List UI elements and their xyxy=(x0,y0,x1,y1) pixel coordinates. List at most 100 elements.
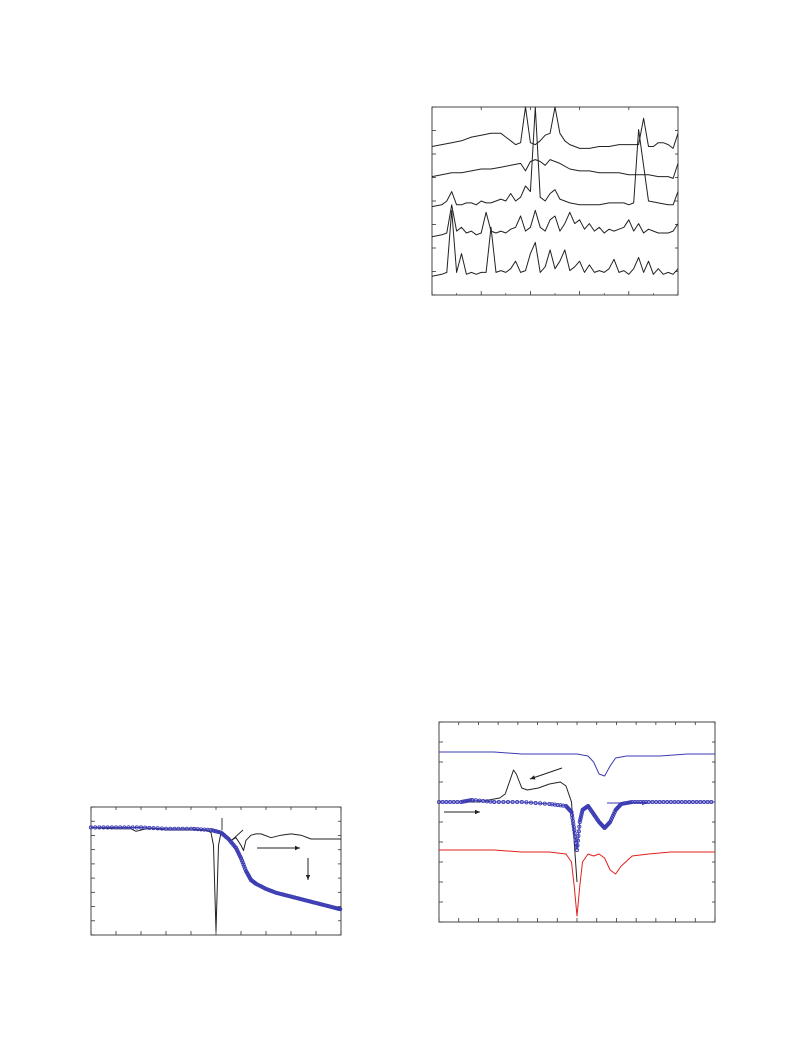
series-point-2 xyxy=(510,799,515,805)
marker-line-diagonal xyxy=(231,829,244,841)
series-point-2 xyxy=(578,817,583,823)
series-point-2 xyxy=(524,800,529,805)
series-point-2 xyxy=(568,808,573,814)
arrow-right-black-head xyxy=(475,809,480,815)
series-point-2 xyxy=(690,799,695,805)
series-point-2 xyxy=(657,799,662,805)
series-point-2 xyxy=(470,797,475,803)
series-point-2 xyxy=(705,799,710,805)
series-point-1 xyxy=(242,864,247,869)
series-point-2 xyxy=(628,800,633,805)
series-point-2 xyxy=(492,799,497,805)
arrow-right-head xyxy=(295,845,300,851)
series-point-1 xyxy=(101,825,106,830)
series-point-2 xyxy=(577,819,582,825)
series-point-2 xyxy=(619,801,624,807)
series-point-2 xyxy=(694,799,699,805)
series-point-2 xyxy=(505,799,511,805)
series-point-1 xyxy=(143,825,148,830)
series-point-2 xyxy=(436,799,442,805)
series-point-1 xyxy=(180,826,185,831)
series-point-2 xyxy=(515,799,520,805)
arrow-right-black xyxy=(444,809,480,815)
series-line-1 xyxy=(431,159,679,179)
series-point-2 xyxy=(679,799,684,805)
series-point-1 xyxy=(172,826,177,831)
series-point-2 xyxy=(577,824,582,829)
series-point-2 xyxy=(620,801,626,806)
series-point-1 xyxy=(151,826,156,831)
series-point-1 xyxy=(130,825,135,830)
series-point-1 xyxy=(109,825,114,830)
arrow-left-head xyxy=(530,775,536,780)
series-line-4 xyxy=(431,209,679,277)
series-point-2 xyxy=(447,799,453,805)
xrd-patterns-chart xyxy=(425,100,687,305)
series-line-3 xyxy=(439,849,715,917)
series-point-1 xyxy=(118,825,123,830)
series-point-1 xyxy=(147,825,152,830)
series-point-2 xyxy=(477,798,482,803)
series-point-1 xyxy=(338,907,343,912)
series-point-2 xyxy=(501,799,506,805)
series-point-1 xyxy=(176,826,181,831)
arrow-left xyxy=(529,767,563,780)
series-point-2 xyxy=(575,838,580,843)
series-point-2 xyxy=(608,819,613,825)
series-point-1 xyxy=(159,826,164,831)
arrow-down xyxy=(305,858,311,880)
series-point-2 xyxy=(462,799,467,804)
xrd-plot xyxy=(431,106,679,296)
series-point-1 xyxy=(184,826,189,831)
series-point-2 xyxy=(611,811,616,817)
series-point-2 xyxy=(676,799,681,805)
series-point-2 xyxy=(654,799,659,805)
series-point-2 xyxy=(468,798,473,803)
series-point-1 xyxy=(239,858,244,863)
tga-plot xyxy=(88,806,343,936)
series-point-2 xyxy=(668,799,673,805)
series-point-2 xyxy=(575,843,580,848)
series-point-2 xyxy=(661,799,666,805)
series-point-1 xyxy=(93,825,98,830)
series-line-2 xyxy=(439,799,715,851)
series-point-2 xyxy=(440,799,445,805)
series-point-1 xyxy=(155,826,160,831)
series-point-2 xyxy=(576,833,581,839)
series-point-2 xyxy=(665,799,670,805)
arrow-right-blue xyxy=(607,800,647,806)
series-line-0 xyxy=(431,106,679,149)
series-point-2 xyxy=(460,799,465,804)
series-point-2 xyxy=(578,815,583,821)
series-point-2 xyxy=(608,817,614,823)
series-point-2 xyxy=(451,799,456,805)
series-point-1 xyxy=(243,866,248,871)
series-point-1 xyxy=(97,825,102,830)
series-point-2 xyxy=(687,799,692,805)
series-point-1 xyxy=(238,856,244,861)
series-point-2 xyxy=(496,799,501,805)
series-point-2 xyxy=(533,800,538,806)
series-point-1 xyxy=(241,862,246,867)
series-point-2 xyxy=(672,799,677,805)
dsc-curves-chart xyxy=(432,715,722,930)
series-point-2 xyxy=(519,799,524,805)
series-point-2 xyxy=(683,799,688,805)
series-point-2 xyxy=(455,799,460,805)
series-point-2 xyxy=(542,801,547,806)
series-point-2 xyxy=(574,847,580,853)
series-point-2 xyxy=(698,799,703,805)
series-line-2 xyxy=(431,106,679,208)
arrow-right xyxy=(257,845,300,851)
dsc-plot xyxy=(436,721,716,923)
tga-curves-chart xyxy=(85,790,350,942)
series-point-2 xyxy=(612,809,617,815)
series-point-2 xyxy=(579,811,584,817)
series-point-1 xyxy=(105,825,110,830)
series-point-2 xyxy=(576,829,581,834)
series-line-1 xyxy=(91,827,342,910)
series-point-2 xyxy=(473,798,478,803)
series-point-2 xyxy=(464,798,469,804)
series-point-2 xyxy=(466,798,471,803)
series-point-2 xyxy=(610,813,615,819)
